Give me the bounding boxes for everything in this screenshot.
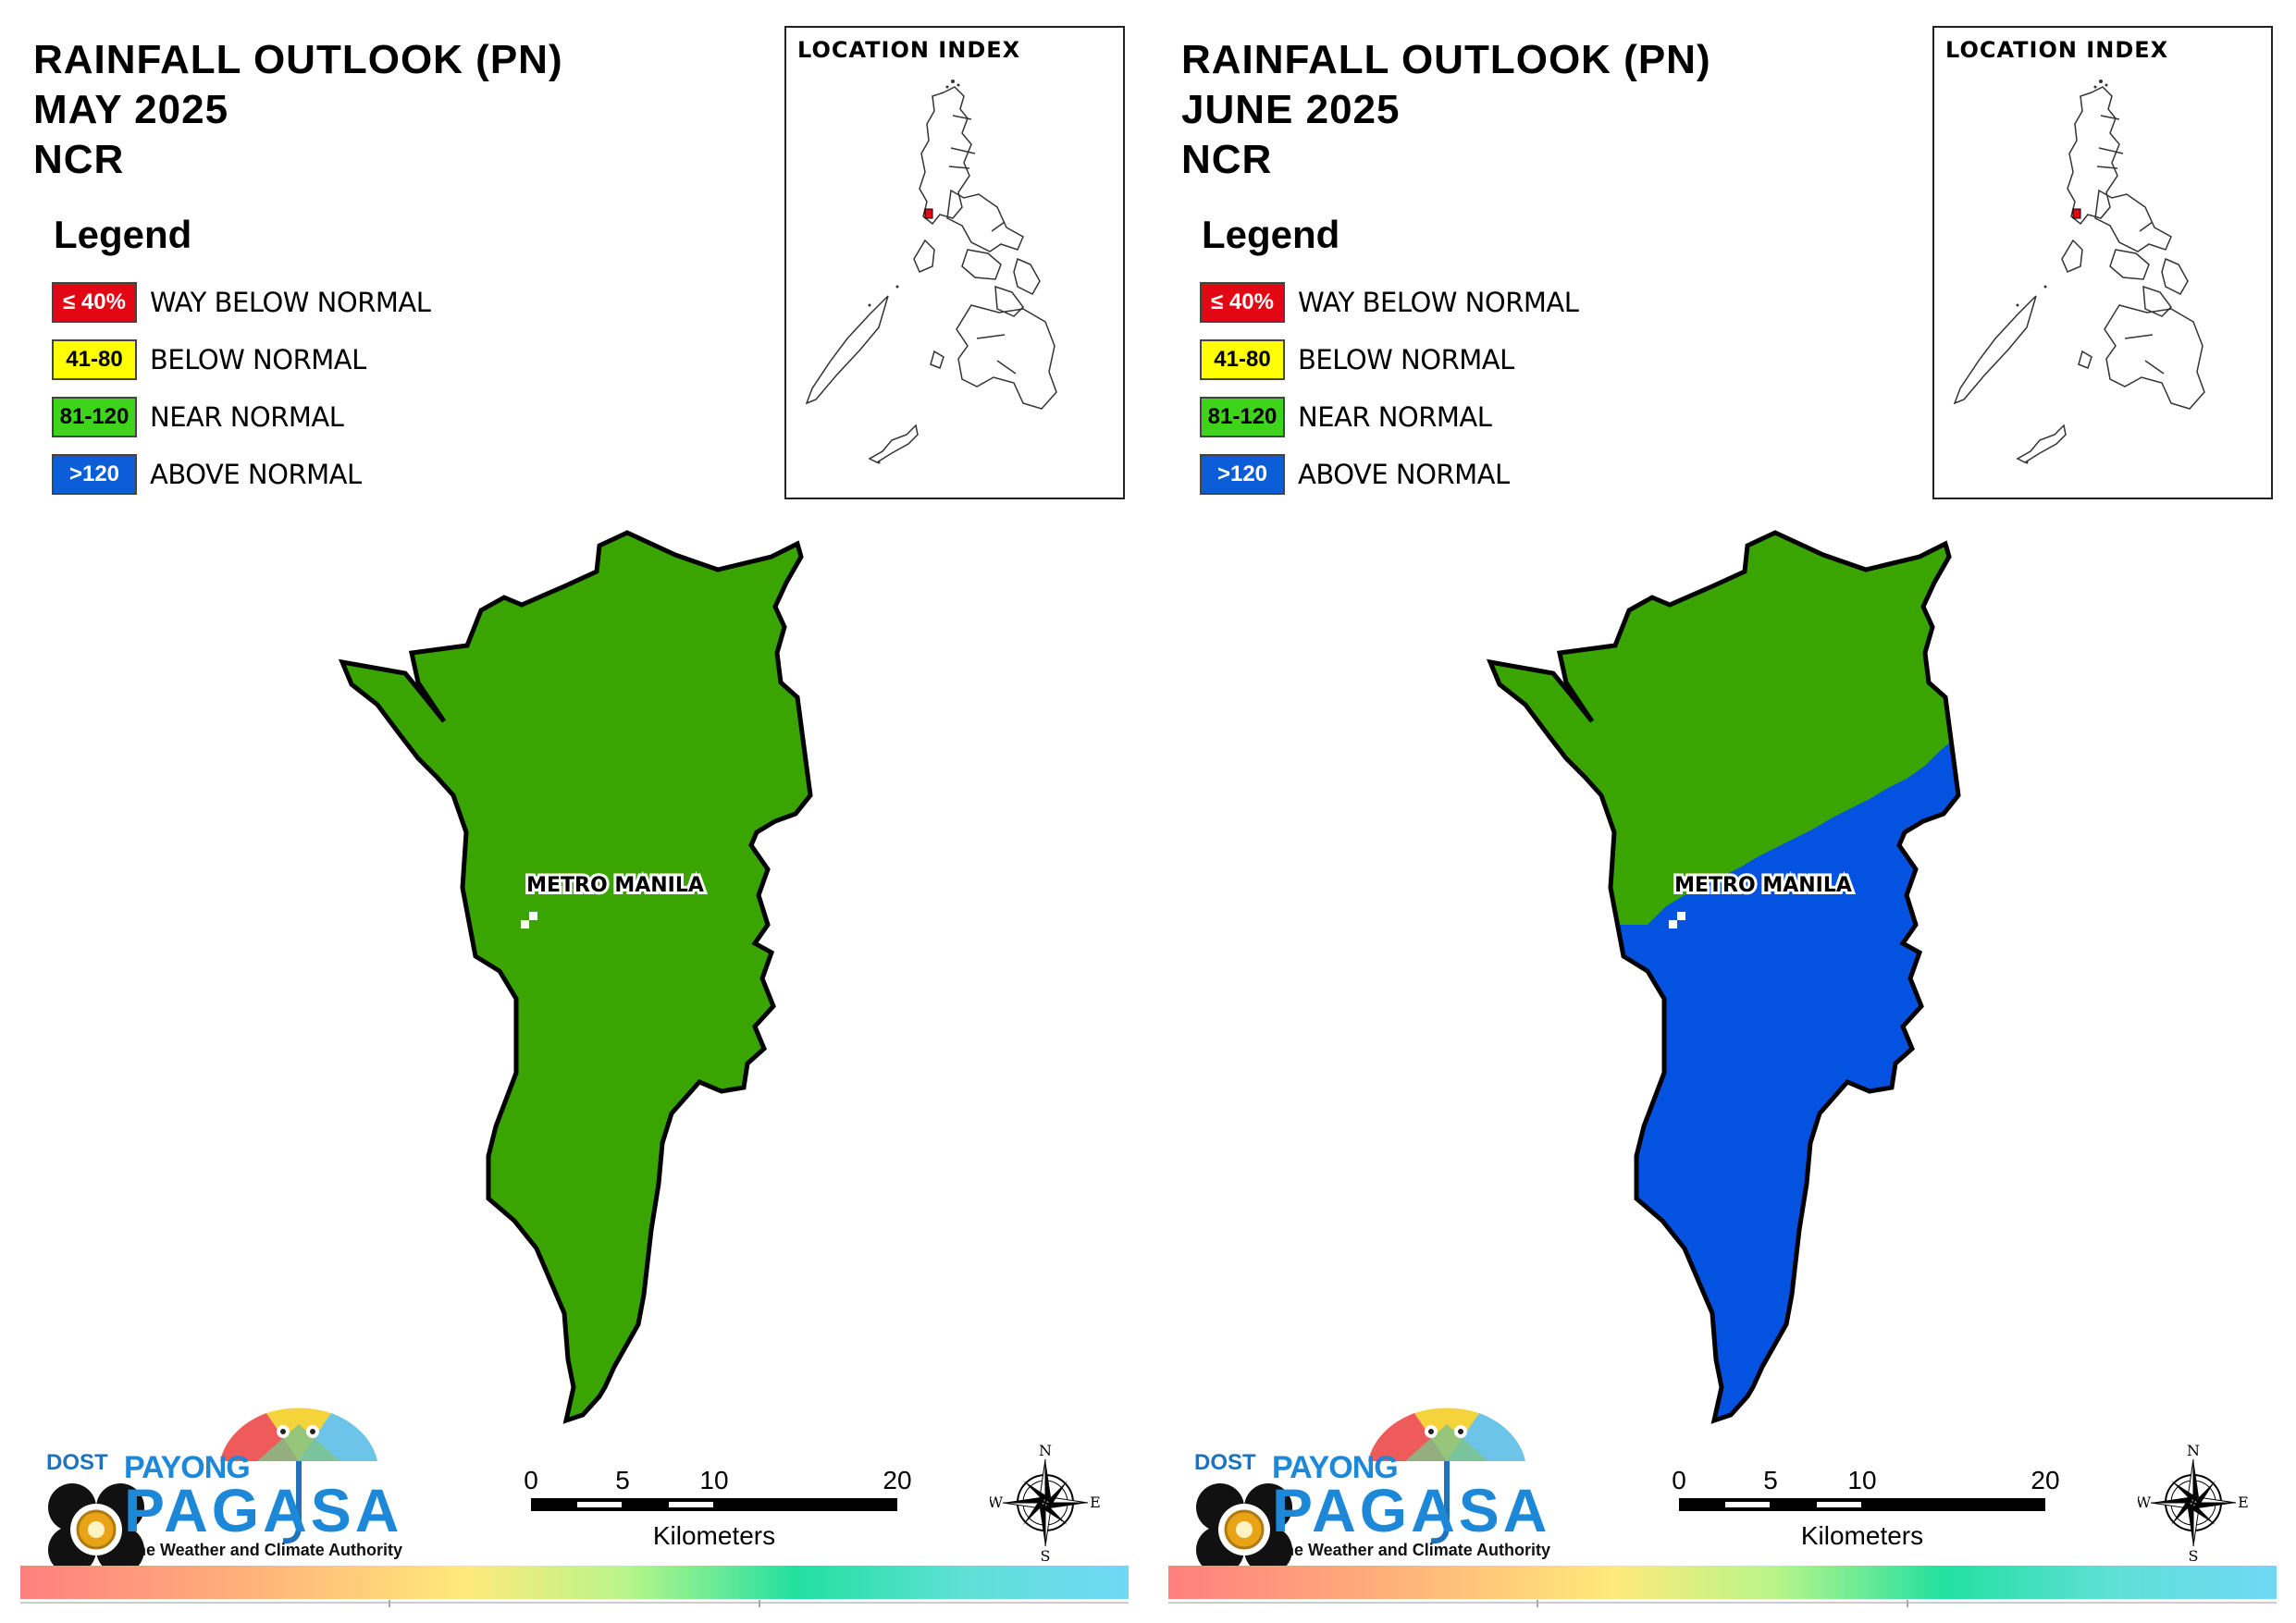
compass-w: W	[990, 1494, 1004, 1511]
legend-label: NEAR NORMAL	[150, 401, 344, 433]
legend-label: WAY BELOW NORMAL	[150, 287, 431, 318]
footer-tick	[759, 1600, 760, 1607]
logo-tagline: The Weather and Climate Authority	[126, 1541, 403, 1559]
title-line-3: NCR	[33, 137, 125, 182]
compass-e: E	[1090, 1494, 1101, 1511]
location-index-inset: LOCATION INDEX	[1932, 26, 2273, 499]
legend-item-above: >120 ABOVE NORMAL	[52, 446, 430, 503]
title-line-1: RAINFALL OUTLOOK (PN)	[1181, 37, 1711, 82]
footer-gradient-strip	[1168, 1566, 2277, 1599]
legend-item-near: 81-120 NEAR NORMAL	[52, 388, 430, 446]
legend-label: ABOVE NORMAL	[1298, 459, 1510, 490]
scale-unit: Kilometers	[1801, 1521, 1923, 1550]
footer-tick	[1907, 1600, 1908, 1607]
compass-s: S	[2189, 1547, 2199, 1563]
logo-payong-text: PAYONG	[124, 1450, 251, 1485]
legend-item-way-below: ≤ 40% WAY BELOW NORMAL	[52, 274, 431, 331]
logo-pagasa-text: PAGASA	[124, 1476, 403, 1544]
legend-swatch-green: 81-120	[52, 397, 137, 437]
legend: Legend ≤ 40% WAY BELOW NORMAL 41-80 BELO…	[52, 213, 431, 503]
legend-swatch-red: ≤ 40%	[52, 282, 137, 323]
compass-w: W	[2138, 1494, 2152, 1511]
footer-line	[1168, 1602, 2277, 1604]
north-arrow-compass: N S E W	[2136, 1442, 2249, 1565]
scale-bar-graphic: 0 5 10 20 Kilometers	[524, 1466, 911, 1550]
scale-tick-20: 20	[2031, 1466, 2059, 1494]
legend-item-below: 41-80 BELOW NORMAL	[1200, 331, 1578, 388]
payong-pagasa-logo: DOST PAYONG PAGASA The Weather and Clima…	[1183, 1387, 1550, 1574]
legend-item-below: 41-80 BELOW NORMAL	[52, 331, 430, 388]
logo-payong-text: PAYONG	[1272, 1450, 1399, 1485]
legend-heading: Legend	[54, 213, 192, 256]
ncr-map: METRO MANILA	[0, 0, 1148, 1623]
panel-may: RAINFALL OUTLOOK (PN) MAY 2025 NCR Legen…	[0, 0, 1148, 1623]
scale-tick-10: 10	[699, 1466, 728, 1494]
logo-dost-text: DOST	[1194, 1450, 1256, 1475]
scale-bar: 0 5 10 20 Kilometers	[1666, 1459, 2073, 1552]
scale-tick-5: 5	[1763, 1466, 1778, 1494]
north-arrow-compass: N S E W	[988, 1442, 1101, 1565]
location-index-inset: LOCATION INDEX	[784, 26, 1125, 499]
legend-swatch-green: 81-120	[1200, 397, 1285, 437]
logo-pagasa-text: PAGASA	[1272, 1476, 1551, 1544]
legend-label: BELOW NORMAL	[1298, 344, 1514, 375]
inset-title: LOCATION INDEX	[797, 37, 1021, 63]
map-title: RAINFALL OUTLOOK (PN) JUNE 2025 NCR	[1181, 35, 1711, 185]
logo-dost-text: DOST	[46, 1450, 108, 1475]
scale-bar: 0 5 10 20 Kilometers	[518, 1459, 925, 1552]
footer-tick	[389, 1600, 390, 1607]
legend-label: BELOW NORMAL	[150, 344, 366, 375]
scale-tick-5: 5	[615, 1466, 630, 1494]
legend-swatch-blue: >120	[52, 454, 137, 495]
title-line-1: RAINFALL OUTLOOK (PN)	[33, 37, 563, 82]
scale-bar-graphic: 0 5 10 20 Kilometers	[1672, 1466, 2059, 1550]
footer-tick	[1537, 1600, 1538, 1607]
scale-unit: Kilometers	[653, 1521, 775, 1550]
philippines-outline-icon	[1953, 80, 2205, 464]
ncr-map: METRO MANILA	[1148, 0, 2296, 1623]
legend: Legend ≤ 40% WAY BELOW NORMAL 41-80 BELO…	[1200, 213, 1579, 503]
legend-item-way-below: ≤ 40% WAY BELOW NORMAL	[1200, 274, 1579, 331]
panel-june: RAINFALL OUTLOOK (PN) JUNE 2025 NCR Lege…	[1148, 0, 2296, 1623]
title-line-2: JUNE 2025	[1181, 87, 1401, 132]
compass-rose-icon: N S E W	[2136, 1442, 2249, 1565]
payong-pagasa-logo: DOST PAYONG PAGASA The Weather and Clima…	[35, 1387, 402, 1574]
inset-title: LOCATION INDEX	[1945, 37, 2169, 63]
legend-swatch-yellow: 41-80	[1200, 339, 1285, 380]
legend-item-above: >120 ABOVE NORMAL	[1200, 446, 1578, 503]
scale-tick-0: 0	[524, 1466, 538, 1494]
logo-art	[48, 1408, 377, 1574]
legend-swatch-blue: >120	[1200, 454, 1285, 495]
logo-tagline: The Weather and Climate Authority	[1274, 1541, 1551, 1559]
compass-s: S	[1041, 1547, 1051, 1563]
legend-swatch-yellow: 41-80	[52, 339, 137, 380]
compass-rose-icon: N S E W	[988, 1442, 1101, 1565]
legend-swatch-red: ≤ 40%	[1200, 282, 1285, 323]
compass-n: N	[2187, 1443, 2200, 1459]
footer-gradient-strip	[20, 1566, 1129, 1599]
title-line-3: NCR	[1181, 137, 1273, 182]
legend-label: WAY BELOW NORMAL	[1298, 287, 1579, 318]
scale-tick-20: 20	[883, 1466, 911, 1494]
legend-item-near: 81-120 NEAR NORMAL	[1200, 388, 1578, 446]
footer-line	[20, 1602, 1129, 1604]
map-title: RAINFALL OUTLOOK (PN) MAY 2025 NCR	[33, 35, 563, 185]
compass-e: E	[2238, 1494, 2249, 1511]
compass-n: N	[1039, 1443, 1052, 1459]
philippines-outline-icon	[805, 80, 1057, 464]
legend-label: ABOVE NORMAL	[150, 459, 362, 490]
legend-heading: Legend	[1202, 213, 1340, 256]
scale-tick-0: 0	[1672, 1466, 1686, 1494]
scale-tick-10: 10	[1847, 1466, 1876, 1494]
region-label-metro-manila: METRO MANILA	[1674, 874, 1852, 897]
title-line-2: MAY 2025	[33, 87, 229, 132]
logo-art	[1196, 1408, 1525, 1574]
legend-label: NEAR NORMAL	[1298, 401, 1492, 433]
region-label-metro-manila: METRO MANILA	[526, 874, 704, 897]
